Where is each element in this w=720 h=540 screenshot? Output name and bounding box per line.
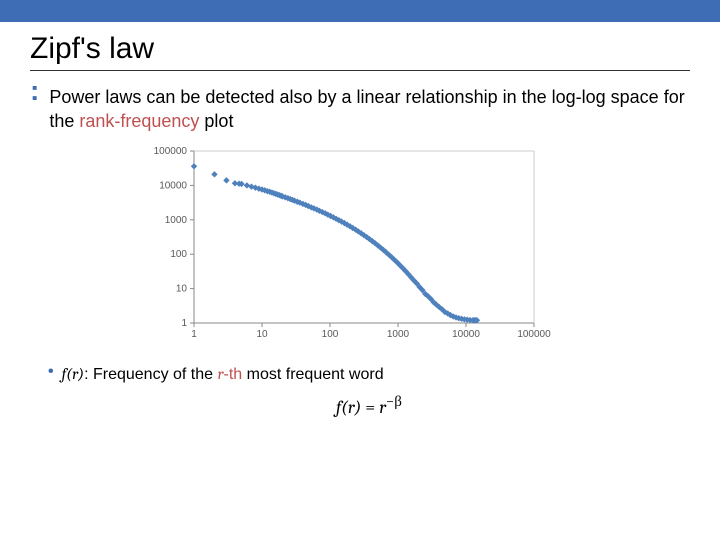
- slide-title: Zipf's law: [30, 32, 690, 71]
- bullet-2-block: • f(r): Frequency of the r-th most frequ…: [48, 363, 690, 418]
- chart-container: 1 10 100 1000 10000 100000 1 10 100 1000 10000 1000…: [30, 143, 690, 353]
- fr-symbol: f(r): [62, 365, 84, 383]
- sub-bullet-glyph: •: [48, 363, 54, 381]
- svg-text:10: 10: [176, 284, 188, 295]
- rth-text: r-th: [217, 366, 242, 383]
- bullet-glyph: :: [30, 85, 39, 97]
- svg-text:100000: 100000: [517, 329, 551, 340]
- bullet-1-text: Power laws can be detected also by a lin…: [49, 85, 690, 133]
- formula-base: r: [379, 397, 386, 418]
- svg-text:1000: 1000: [387, 329, 410, 340]
- formula-eq: =: [361, 397, 379, 418]
- svg-text:100000: 100000: [154, 146, 188, 157]
- svg-text:10000: 10000: [159, 180, 187, 191]
- slide-content: Zipf's law : Power laws can be detected …: [0, 22, 720, 418]
- svg-text:1000: 1000: [165, 215, 188, 226]
- svg-text:100: 100: [170, 249, 187, 260]
- bullet-2-mid: : Frequency of the: [84, 366, 217, 383]
- bullet-1: : Power laws can be detected also by a l…: [30, 85, 690, 133]
- formula-lhs: f(r): [336, 397, 361, 418]
- rank-frequency-chart: 1 10 100 1000 10000 100000 1 10 100 1000 10000 1000…: [130, 143, 590, 353]
- formula-exp: −β: [386, 392, 402, 410]
- svg-text:10: 10: [256, 329, 268, 340]
- svg-text:1: 1: [191, 329, 197, 340]
- bullet-2-post: most frequent word: [242, 366, 383, 383]
- svg-text:1: 1: [181, 318, 187, 329]
- bullet-2-text: f(r): Frequency of the r-th most frequen…: [62, 363, 384, 386]
- bullet-1-post: plot: [199, 111, 233, 131]
- svg-text:100: 100: [322, 329, 339, 340]
- svg-text:10000: 10000: [452, 329, 480, 340]
- accent-bar: [0, 0, 720, 22]
- bullet-2: • f(r): Frequency of the r-th most frequ…: [48, 363, 690, 386]
- formula: f(r) = r−β: [48, 392, 690, 418]
- rank-frequency-text: rank-frequency: [79, 111, 199, 131]
